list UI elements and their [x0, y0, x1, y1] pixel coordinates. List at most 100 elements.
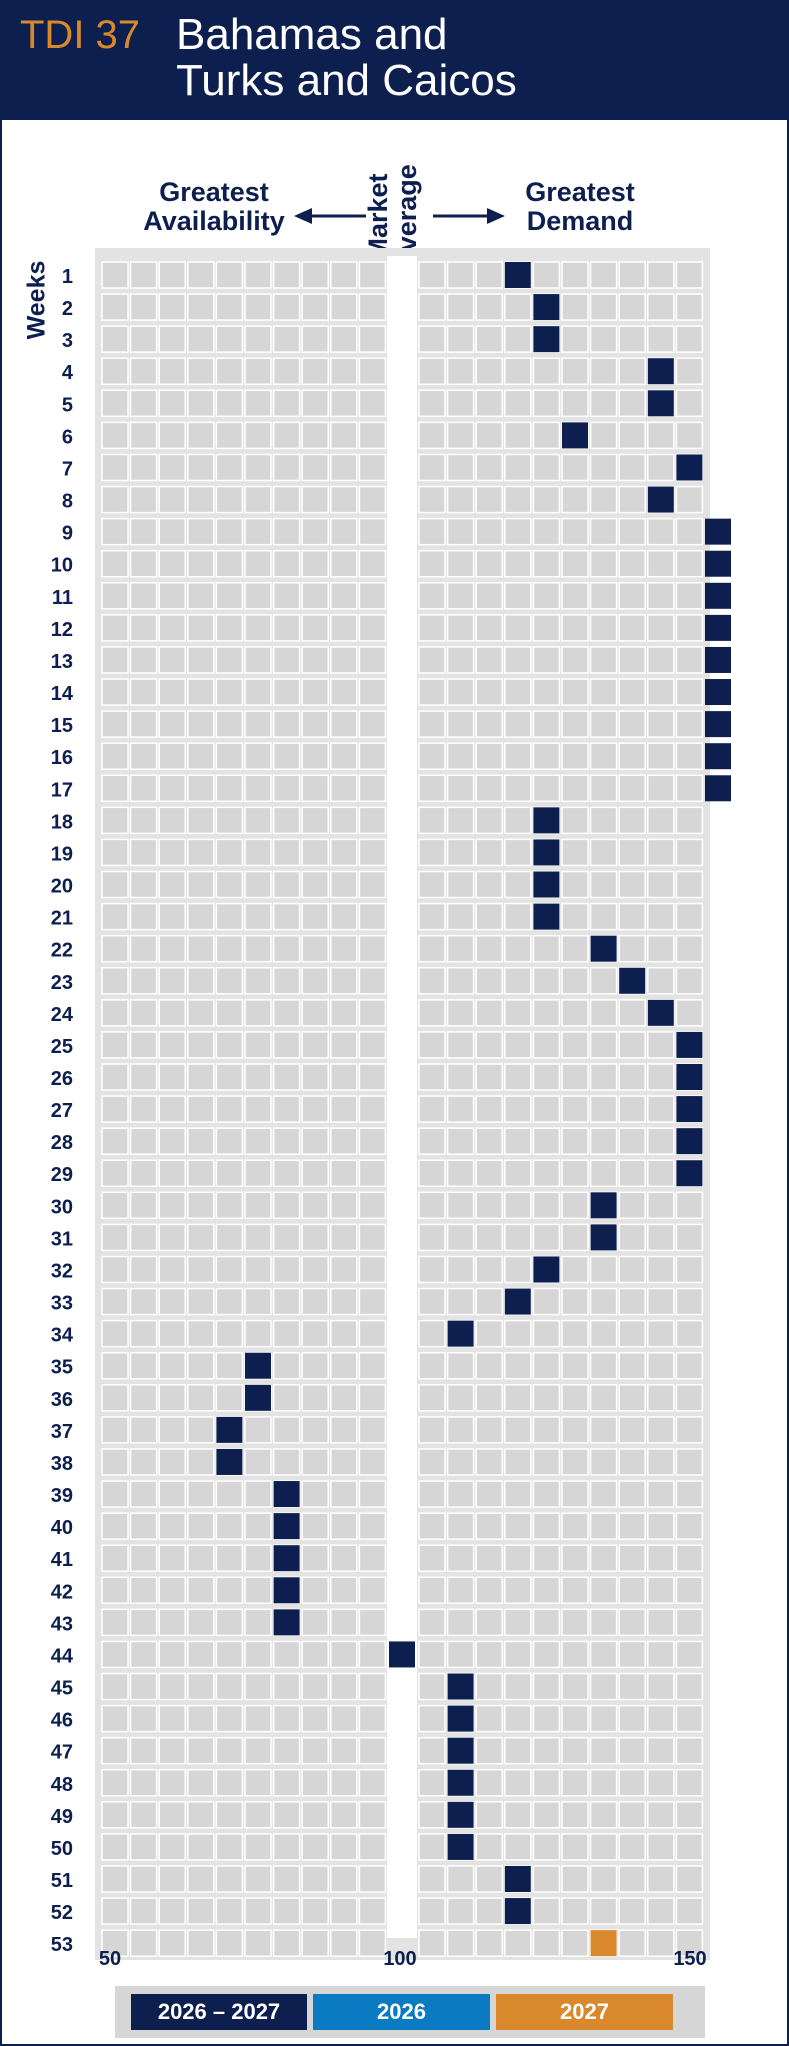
grid-cell [589, 1801, 618, 1829]
grid-cell [301, 1319, 329, 1348]
grid-cell [504, 870, 532, 899]
grid-cell [618, 1704, 646, 1733]
grid-cell [158, 678, 186, 706]
grid-cell [187, 1223, 215, 1252]
grid-cell [244, 1736, 272, 1765]
grid-cell [446, 646, 475, 674]
grid-cell [418, 325, 446, 353]
data-point-week-5 [647, 390, 674, 417]
grid-cell [618, 646, 646, 674]
data-point-week-21 [533, 903, 560, 930]
grid-cell [647, 614, 675, 642]
grid-cell [504, 646, 532, 674]
grid-cell [358, 1608, 387, 1637]
data-point-week-28 [676, 1128, 703, 1155]
grid-cell [618, 1736, 646, 1765]
grid-cell [589, 678, 618, 706]
grid-cell [187, 646, 215, 674]
grid-cell [330, 549, 358, 578]
grid-cell [675, 1640, 704, 1669]
grid-cell [446, 678, 475, 706]
grid-cell [418, 421, 446, 450]
grid-cell [418, 806, 446, 835]
grid-cell [647, 1801, 675, 1829]
grid-cell [101, 1416, 129, 1444]
week-label: 31 [51, 1228, 73, 1250]
grid-cell [647, 1095, 675, 1123]
grid-cell [418, 1480, 446, 1508]
grid-cell [358, 453, 387, 482]
grid-cell [418, 1255, 446, 1284]
demand-chart: 1234567891011121314151617181920212223242… [51, 248, 731, 1970]
grid-cell [446, 1191, 475, 1220]
grid-cell [129, 1319, 158, 1348]
grid-cell [158, 1672, 186, 1701]
grid-cell [532, 1223, 561, 1252]
grid-cell [561, 1704, 589, 1733]
grid-cell [532, 742, 561, 770]
grid-cell [330, 1512, 358, 1540]
grid-cell [504, 1640, 532, 1669]
grid-cell [301, 1576, 329, 1605]
grid-cell [358, 1897, 387, 1925]
week-label: 22 [51, 940, 73, 962]
left-label-line-1: Greatest [159, 177, 269, 207]
grid-cell [244, 485, 272, 514]
grid-cell [101, 678, 129, 706]
grid-cell [101, 1384, 129, 1412]
grid-cell [101, 1736, 129, 1765]
grid-cell [446, 999, 475, 1027]
grid-cell [330, 1287, 358, 1316]
week-label: 28 [51, 1132, 73, 1154]
grid-cell [101, 1319, 129, 1348]
grid-cell [301, 1897, 329, 1925]
grid-cell [647, 1929, 675, 1957]
grid-cell [358, 646, 387, 674]
grid-cell [330, 1223, 358, 1252]
grid-cell [446, 1127, 475, 1155]
data-point-week-24 [647, 999, 674, 1026]
grid-cell [647, 1672, 675, 1701]
grid-cell [158, 1319, 186, 1348]
grid-cell [330, 1063, 358, 1091]
grid-cell [358, 389, 387, 418]
grid-cell [129, 1351, 158, 1380]
grid-cell [129, 1801, 158, 1829]
grid-cell [244, 742, 272, 770]
grid-cell [272, 1191, 301, 1220]
grid-cell [187, 678, 215, 706]
grid-cell [215, 1191, 244, 1220]
grid-cell [301, 1448, 329, 1476]
grid-cell [475, 389, 503, 418]
grid-cell [187, 517, 215, 546]
grid-cell [532, 678, 561, 706]
grid-cell [301, 1480, 329, 1508]
grid-cell [675, 1512, 704, 1540]
data-point-week-44 [389, 1641, 415, 1668]
grid-cell [129, 1191, 158, 1220]
grid-cell [618, 1159, 646, 1187]
grid-cell [215, 1929, 244, 1957]
grid-cell [129, 1448, 158, 1476]
grid-cell [272, 261, 301, 289]
grid-cell [532, 1640, 561, 1669]
grid-cell [589, 1769, 618, 1797]
grid-cell [504, 742, 532, 770]
grid-cell [129, 870, 158, 899]
grid-cell [272, 389, 301, 418]
grid-cell [675, 1416, 704, 1444]
grid-cell [561, 806, 589, 835]
grid-cell [589, 774, 618, 803]
grid-cell [532, 1319, 561, 1348]
grid-cell [330, 293, 358, 321]
market-average-band [387, 256, 417, 1938]
grid-cell [101, 1255, 129, 1284]
week-label: 6 [62, 426, 73, 448]
grid-cell [215, 1223, 244, 1252]
grid-cell [418, 1063, 446, 1091]
grid-cell [330, 1929, 358, 1957]
grid-cell [330, 421, 358, 450]
x-tick-label: 100 [383, 1948, 416, 1970]
grid-cell [675, 774, 704, 803]
grid-cell [647, 774, 675, 803]
